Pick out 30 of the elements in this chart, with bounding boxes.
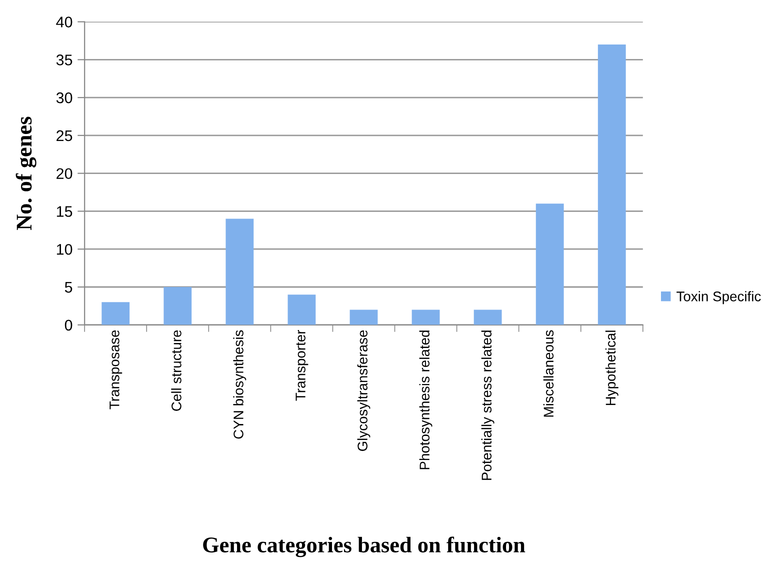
y-tick-label: 5 <box>64 282 72 293</box>
x-tick-label: Glycosyltransferase <box>357 330 370 451</box>
x-tick-label: Hypothetical <box>605 330 618 406</box>
y-tick-label: 0 <box>64 320 72 331</box>
x-tick-label: Potentially stress related <box>481 330 494 480</box>
bar <box>412 310 440 325</box>
bar <box>102 302 130 325</box>
bar <box>536 204 564 325</box>
y-tick-label: 25 <box>56 130 72 142</box>
y-tick-label: 10 <box>56 244 72 255</box>
x-tick-label: Transporter <box>296 330 308 401</box>
bar <box>598 44 626 325</box>
x-tick-label: CYN biosynthesis <box>233 330 246 439</box>
y-axis-title: No. of genes <box>16 116 36 230</box>
x-tick-label: Cell structure <box>171 330 182 411</box>
x-axis-title: Gene categories based on function <box>203 536 526 558</box>
x-tick-label: Transposase <box>110 330 122 410</box>
y-tick-label: 30 <box>56 92 72 104</box>
bar <box>164 287 192 325</box>
legend-label: Toxin Specific <box>676 291 761 304</box>
y-tick-label: 15 <box>56 206 72 217</box>
y-tick-label: 20 <box>56 168 72 180</box>
bar <box>226 218 254 325</box>
y-tick-label: 35 <box>56 54 72 66</box>
x-tick-label: Miscellaneous <box>543 330 554 417</box>
bar <box>350 310 378 325</box>
bar <box>288 294 316 325</box>
x-tick-label: Photosynthesis related <box>419 330 432 470</box>
bar <box>474 310 502 325</box>
y-tick-label: 40 <box>56 16 72 28</box>
